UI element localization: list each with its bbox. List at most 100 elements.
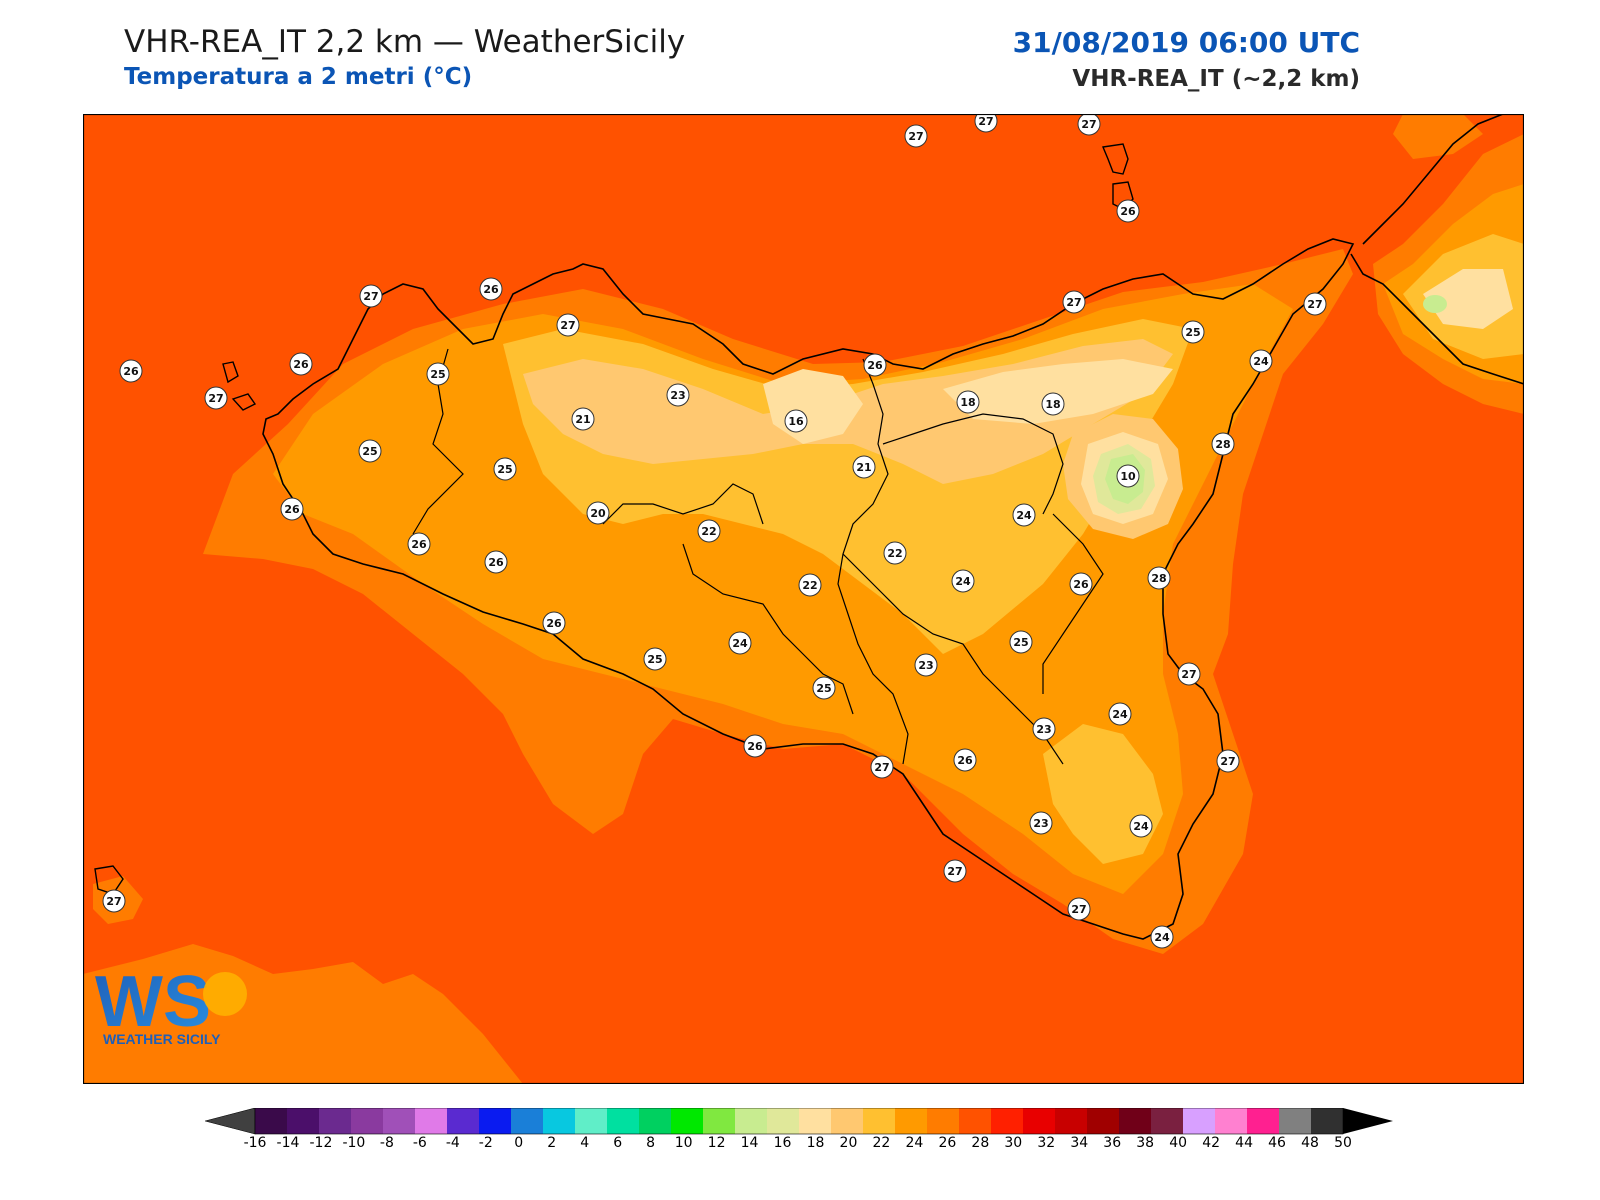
station-marker: 27: [1303, 292, 1327, 316]
colorbar-tick-label: 46: [1268, 1135, 1286, 1148]
station-marker: 27: [1216, 749, 1240, 773]
station-marker: 23: [1029, 811, 1053, 835]
station-marker: 27: [556, 313, 580, 337]
colorbar-tick-label: 42: [1202, 1135, 1220, 1148]
colorbar-tick-label: -10: [342, 1135, 365, 1148]
station-marker: 24: [951, 569, 975, 593]
colorbar-tick-label: 50: [1334, 1135, 1352, 1148]
station-marker: 27: [1077, 114, 1101, 136]
colorbar-tick-label: 20: [840, 1135, 858, 1148]
station-temperature-label: 23: [1033, 817, 1048, 830]
station-marker-circle: [119, 359, 143, 383]
station-marker: 18: [1041, 392, 1065, 416]
station-marker: 27: [943, 859, 967, 883]
colorbar-tick-label: -4: [446, 1135, 460, 1148]
station-temperature-label: 18: [960, 396, 975, 409]
station-marker-circle: [1249, 349, 1273, 373]
colorbar-cell: [511, 1108, 543, 1134]
station-marker-circle: [870, 755, 894, 779]
station-marker-circle: [953, 748, 977, 772]
station-marker-circle: [812, 676, 836, 700]
station-temperature-label: 27: [363, 290, 378, 303]
station-marker-circle: [1150, 925, 1174, 949]
station-marker-circle: [102, 889, 126, 913]
station-marker: 27: [1062, 290, 1086, 314]
station-marker-circle: [943, 859, 967, 883]
station-marker-circle: [666, 383, 690, 407]
colorbar-tick-label: 48: [1301, 1135, 1319, 1148]
colorbar-cell: [543, 1108, 575, 1134]
colorbar-tick-label: 22: [873, 1135, 891, 1148]
station-marker-circle: [956, 390, 980, 414]
station-temperature-label: 27: [1066, 296, 1081, 309]
colorbar-tick-label: 28: [971, 1135, 989, 1148]
station-temperature-label: 27: [1081, 118, 1096, 131]
station-marker: 21: [571, 407, 595, 431]
colorbar-tick-label: 18: [807, 1135, 825, 1148]
station-temperature-label: 26: [957, 754, 973, 767]
station-marker-circle: [974, 114, 998, 133]
station-marker: 26: [479, 277, 503, 301]
station-temperature-label: 24: [1112, 708, 1128, 721]
station-marker: 25: [358, 439, 382, 463]
colorbar-cell: [1279, 1108, 1311, 1134]
station-temperature-label: 24: [1154, 931, 1170, 944]
station-marker: 26: [289, 352, 313, 376]
station-marker-circle: [1041, 392, 1065, 416]
colorbar-tick-label: 30: [1004, 1135, 1022, 1148]
station-marker-circle: [1012, 503, 1036, 527]
colorbar-underflow-triangle: [205, 1108, 256, 1135]
station-marker-circle: [571, 407, 595, 431]
station-temperature-label: 21: [575, 413, 590, 426]
station-marker-circle: [852, 455, 876, 479]
station-temperature-label: 25: [1185, 326, 1200, 339]
station-marker: 27: [870, 755, 894, 779]
island-lipari: [1102, 143, 1129, 175]
station-temperature-label: 22: [701, 525, 716, 538]
station-marker: 23: [1032, 717, 1056, 741]
station-temperature-label: 25: [816, 682, 831, 695]
province-border: [1042, 513, 1104, 694]
colorbar-tick-label: -6: [413, 1135, 427, 1148]
station-temperature-label: 26: [284, 503, 300, 516]
colorbar-tick-label: 8: [646, 1135, 655, 1148]
station-temperature-label: 10: [1120, 470, 1136, 483]
station-marker-circle: [863, 353, 887, 377]
temperature-band-14: [1423, 295, 1447, 313]
station-temperature-label: 16: [788, 415, 804, 428]
station-temperature-label: 26: [411, 538, 427, 551]
province-border: [842, 553, 1064, 765]
svg-text:WEATHER SICILY: WEATHER SICILY: [103, 1031, 221, 1047]
station-marker: 25: [812, 676, 836, 700]
station-temperature-label: 25: [430, 368, 445, 381]
station-temperature-label: 27: [560, 319, 575, 332]
temperature-colorbar: -16 -14 -12 -10 -8 -6 -4 -2 0 2 4 6 8 10 12 14 16 18 20 22 2…: [205, 1108, 1393, 1148]
map-frame: [83, 114, 1524, 1084]
province-border: [602, 483, 764, 525]
station-marker-circle: [1211, 432, 1235, 456]
colorbar-tick-label: 38: [1136, 1135, 1154, 1148]
station-temperature-label: 18: [1045, 398, 1060, 411]
colorbar-tick-label: 40: [1169, 1135, 1187, 1148]
station-temperature-label: 26: [483, 283, 499, 296]
colorbar-cell: [1119, 1108, 1151, 1134]
station-marker-circle: [1069, 572, 1093, 596]
colorbar-cell: [799, 1108, 831, 1134]
map-title: VHR-REA_IT 2,2 km — WeatherSicily: [124, 24, 686, 60]
colorbar-tick-label: 26: [938, 1135, 956, 1148]
station-marker-circle: [1116, 199, 1140, 223]
station-marker: 26: [863, 353, 887, 377]
station-marker-circle: [542, 611, 566, 635]
colorbar-tick-label: 6: [613, 1135, 622, 1148]
station-marker: 27: [204, 386, 228, 410]
station-temperature-label: 23: [670, 389, 685, 402]
station-marker-circle: [951, 569, 975, 593]
station-marker-circle: [1216, 749, 1240, 773]
station-temperature-label: 23: [918, 659, 933, 672]
station-marker-circle: [784, 409, 808, 433]
station-marker-circle: [1129, 814, 1153, 838]
colorbar-cell: [927, 1108, 959, 1134]
station-temperature-label: 24: [955, 575, 971, 588]
station-marker: 26: [119, 359, 143, 383]
